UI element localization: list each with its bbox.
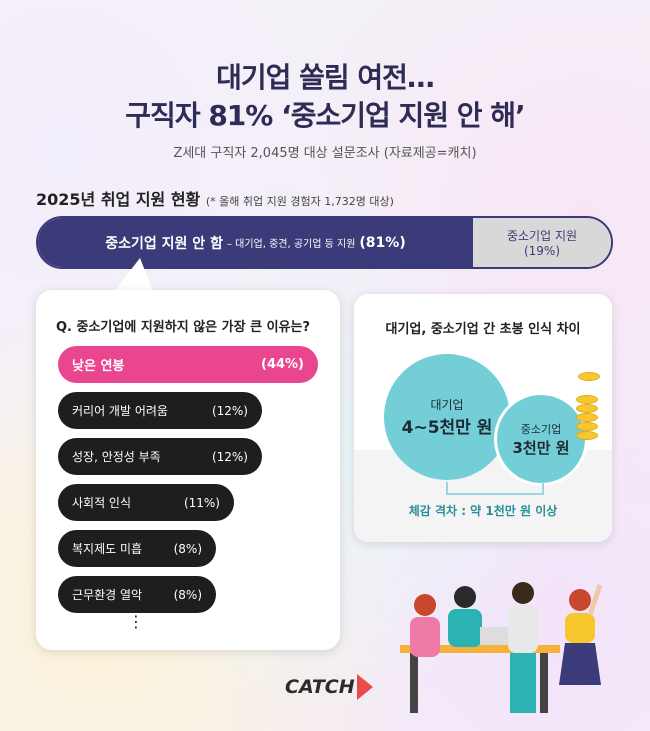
reason-label: 커리어 개발 어려움 <box>72 404 168 418</box>
bar-segment-not-applied: 중소기업 지원 안 함 – 대기업, 중견, 공기업 등 지원 (81%) <box>38 218 473 267</box>
reason-pill: 사회적 인식 (11%) <box>58 484 234 521</box>
reason-value: (8%) <box>173 541 202 556</box>
reason-value: (44%) <box>261 357 304 372</box>
reason-label: 성장, 안정성 부족 <box>72 450 161 464</box>
bubble-tail <box>112 258 154 294</box>
small-company-circle: 중소기업 3천만 원 <box>494 392 588 486</box>
main-pct: (81%) <box>359 234 406 251</box>
reason-value: (12%) <box>211 403 248 418</box>
reason-value: (11%) <box>183 495 220 510</box>
title-line-1: 대기업 쏠림 여전… <box>216 61 435 94</box>
logo-arrow-icon <box>356 674 373 700</box>
large-label: 대기업 <box>430 398 464 412</box>
reasons-question: Q. 중소기업에 지원하지 않은 가장 큰 이유는? <box>56 320 311 335</box>
reason-pill: 낮은 연봉 (44%) <box>58 346 318 383</box>
bar-segment-applied: 중소기업 지원 (19%) <box>473 218 611 267</box>
reason-pill: 성장, 안정성 부족 (12%) <box>58 438 262 475</box>
reason-pill: 근무환경 열악 (8%) <box>58 576 216 613</box>
reason-label: 복지제도 미흡 <box>72 542 143 556</box>
section-note: (* 올해 취업 지원 경험자 1,732명 대상) <box>205 195 394 208</box>
other-pct: (19%) <box>523 244 561 258</box>
main-detail: – 대기업, 중견, 공기업 등 지원 <box>226 239 356 250</box>
subtitle: Z세대 구직자 2,045명 대상 설문조사 (자료제공=캐치) <box>173 146 477 161</box>
catch-logo: CATCH <box>285 674 373 700</box>
small-label: 중소기업 <box>520 422 562 436</box>
reason-value: (12%) <box>211 449 248 464</box>
logo-text: CATCH <box>285 676 355 698</box>
more-indicator: ⋮ <box>128 612 144 631</box>
gap-bracket <box>446 482 544 495</box>
reason-label: 사회적 인식 <box>72 496 132 510</box>
reason-label: 낮은 연봉 <box>72 359 125 374</box>
reason-value: (8%) <box>173 587 202 602</box>
main-label: 중소기업 지원 안 함 <box>105 235 223 252</box>
large-company-circle: 대기업 4~5천만 원 <box>384 354 510 480</box>
salary-title: 대기업, 중소기업 간 초봉 인식 차이 <box>385 322 581 337</box>
coins-icon <box>576 372 600 440</box>
people-illustration <box>400 582 603 713</box>
title-line-2: 구직자 81% ‘중소기업 지원 안 해’ <box>125 99 525 132</box>
salary-card: 대기업, 중소기업 간 초봉 인식 차이 대기업 4~5천만 원 중소기업 3천… <box>354 294 612 542</box>
reason-pill: 복지제도 미흡 (8%) <box>58 530 216 567</box>
section-title: 2025년 취업 지원 현황 <box>36 190 201 209</box>
gap-text: 체감 격차 : 약 1천만 원 이상 <box>408 504 558 518</box>
overall-bar: 중소기업 지원 안 함 – 대기업, 중견, 공기업 등 지원 (81%) 중소기업… <box>36 216 613 269</box>
small-value: 3천만 원 <box>512 438 570 457</box>
reasons-panel: Q. 중소기업에 지원하지 않은 가장 큰 이유는? 낮은 연봉 (44%) 커리어… <box>36 290 340 650</box>
section-heading: 2025년 취업 지원 현황 (* 올해 취업 지원 경험자 1,732명 대상… <box>36 186 394 210</box>
other-label: 중소기업 지원 <box>506 229 578 243</box>
reason-pill: 커리어 개발 어려움 (12%) <box>58 392 262 429</box>
large-value: 4~5천만 원 <box>401 418 493 438</box>
reason-label: 근무환경 열악 <box>72 588 143 602</box>
